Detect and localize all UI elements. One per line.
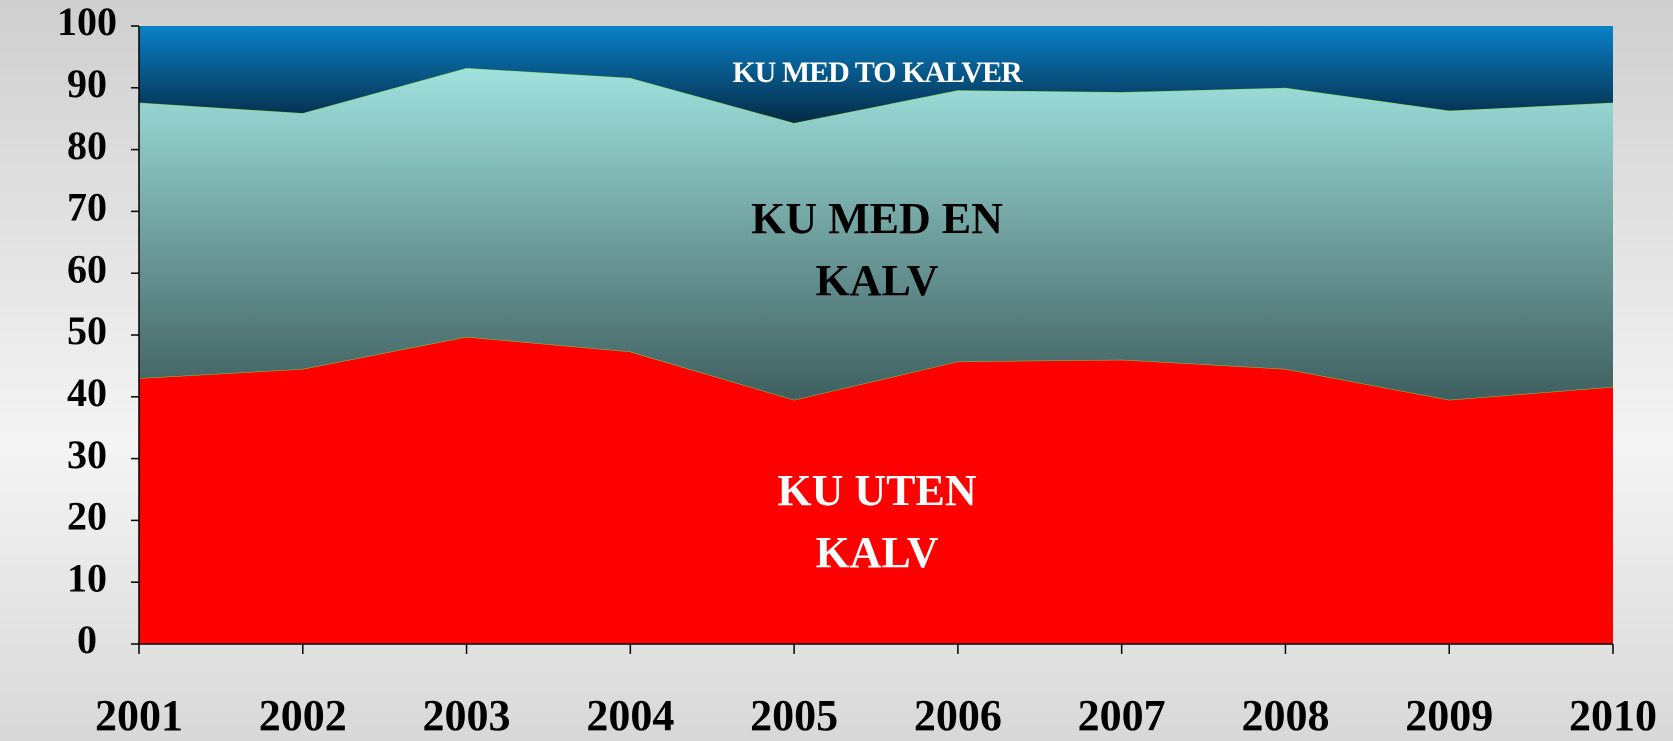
area	[139, 26, 1613, 124]
y-tick-label: 10	[67, 555, 107, 600]
x-tick-label: 2007	[1078, 691, 1166, 740]
y-tick-label: 0	[77, 617, 97, 662]
series-label: KU MED EN KALV	[751, 194, 1003, 305]
y-tick-label: 50	[67, 308, 107, 353]
x-tick-label: 2009	[1405, 691, 1493, 740]
x-tick-label: 2006	[914, 691, 1002, 740]
y-tick-label: 20	[67, 494, 107, 539]
x-tick-label: 2003	[423, 691, 511, 740]
y-tick-label: 80	[67, 123, 107, 168]
y-tick-label: 100	[57, 0, 117, 44]
y-tick-label: 40	[67, 370, 107, 415]
series-label: KU UTEN KALV	[777, 466, 977, 577]
x-tick-label: 2008	[1241, 691, 1329, 740]
area	[139, 68, 1613, 400]
y-tick-label: 70	[67, 185, 107, 230]
x-tick-label: 2005	[750, 691, 838, 740]
x-tick-label: 2001	[95, 691, 183, 740]
y-tick-label: 60	[67, 246, 107, 291]
x-tick-label: 2004	[586, 691, 674, 740]
y-tick-label: 90	[67, 61, 107, 106]
x-tick-label: 2002	[259, 691, 347, 740]
x-tick-label: 2010	[1569, 691, 1657, 740]
series-label: KU MED TO KALVER	[732, 56, 1022, 89]
area	[139, 336, 1613, 644]
y-tick-label: 30	[67, 432, 107, 477]
